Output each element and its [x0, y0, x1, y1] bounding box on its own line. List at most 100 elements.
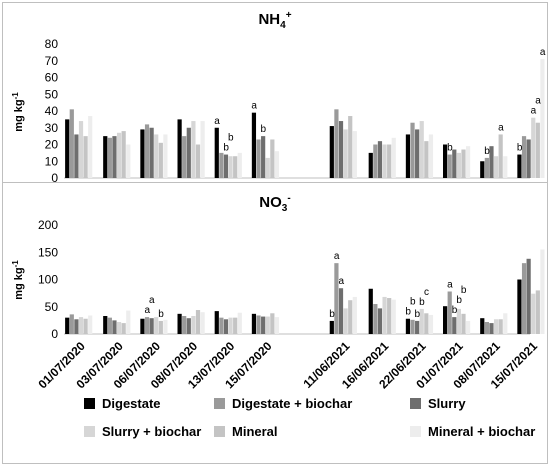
- bar-nh4-11-1: [521, 136, 527, 179]
- bar-nh4-5-1: [256, 139, 261, 178]
- bar-no3-5-3: [265, 316, 270, 334]
- bar-nh4-5-4: [270, 139, 275, 178]
- bar-nh4-6-1: [334, 109, 339, 178]
- annotation-letter-nh4-0: a: [214, 116, 220, 127]
- annotation-letter-nh4-8: b: [517, 143, 523, 154]
- y-tick-label-nh4-0: 0: [51, 171, 58, 185]
- bar-nh4-3-5: [200, 121, 205, 178]
- bar-nh4-9-2: [452, 149, 457, 178]
- bar-nh4-1-0: [103, 136, 108, 179]
- legend-label-0: Digestate: [102, 396, 161, 411]
- bar-nh4-11-5: [540, 59, 545, 178]
- bar-no3-10-4: [498, 319, 503, 334]
- bar-no3-6-5: [352, 296, 357, 334]
- y-tick-label-nh4-4: 40: [45, 104, 59, 118]
- bar-nh4-10-1: [484, 157, 489, 178]
- y-axis-label-no3: mg kg-1: [11, 260, 25, 300]
- bar-nh4-10-3: [493, 156, 499, 178]
- bar-no3-3-1: [182, 316, 187, 334]
- panel-frame-no3: [2, 182, 548, 464]
- y-tick-label-no3-3: 150: [38, 245, 58, 259]
- y-tick-label-no3-4: 200: [38, 218, 58, 232]
- bar-no3-8-3: [419, 308, 424, 334]
- bar-no3-1-2: [112, 320, 117, 335]
- bar-no3-10-0: [480, 318, 485, 334]
- bar-nh4-8-4: [424, 141, 429, 178]
- y-tick-label-no3-0: 0: [51, 327, 58, 341]
- bar-nh4-5-0: [251, 112, 257, 178]
- bar-no3-7-1: [373, 304, 378, 334]
- bar-no3-9-3: [456, 308, 461, 334]
- bar-no3-0-0: [65, 317, 70, 334]
- bar-nh4-10-4: [498, 134, 503, 178]
- bar-no3-2-1: [144, 317, 150, 334]
- annotation-letter-nh4-3: a: [251, 101, 257, 112]
- bar-nh4-7-4: [387, 144, 392, 178]
- bar-no3-6-3: [343, 308, 348, 334]
- bar-nh4-2-1: [144, 124, 150, 178]
- bar-nh4-10-0: [480, 161, 485, 178]
- bar-no3-11-1: [521, 263, 527, 334]
- bar-nh4-1-3: [116, 132, 122, 178]
- annotation-letter-nh4-11: a: [540, 47, 546, 58]
- bar-nh4-11-3: [531, 117, 536, 178]
- annotation-letter-no3-7: b: [410, 297, 416, 308]
- bar-nh4-6-2: [338, 121, 344, 178]
- bar-no3-6-4: [348, 300, 353, 334]
- bar-nh4-5-3: [265, 157, 270, 178]
- annotation-letter-no3-11: a: [447, 279, 453, 290]
- bar-no3-6-2: [338, 288, 344, 334]
- bar-nh4-9-3: [456, 152, 461, 179]
- annotation-letter-nh4-4: b: [261, 124, 267, 135]
- bar-nh4-9-4: [461, 149, 466, 178]
- bar-nh4-7-3: [382, 144, 387, 178]
- legend-swatch-0: [84, 398, 95, 409]
- annotation-letter-nh4-7: a: [498, 122, 504, 133]
- bar-no3-2-0: [140, 318, 145, 334]
- annotation-letter-no3-8: b: [415, 309, 421, 320]
- bar-no3-0-2: [74, 319, 79, 334]
- bar-nh4-6-3: [343, 129, 348, 178]
- legend-label-1: Digestate + biochar: [232, 396, 352, 411]
- bar-no3-1-3: [116, 322, 122, 334]
- bar-no3-11-5: [540, 249, 545, 334]
- bar-no3-11-4: [535, 290, 540, 334]
- bar-no3-3-3: [191, 316, 196, 334]
- bar-no3-10-2: [489, 323, 494, 334]
- bar-nh4-8-5: [428, 134, 434, 178]
- bar-nh4-11-2: [526, 139, 531, 178]
- legend-label-2: Slurry: [428, 396, 466, 411]
- legend-swatch-3: [84, 426, 95, 437]
- bar-nh4-11-0: [517, 154, 522, 178]
- y-tick-label-nh4-1: 10: [45, 154, 59, 168]
- bar-no3-2-3: [154, 317, 159, 334]
- bar-nh4-4-5: [237, 152, 242, 179]
- bar-no3-8-1: [410, 319, 415, 334]
- bar-nh4-9-1: [447, 154, 452, 178]
- panel-title-nh4: NH4+: [258, 10, 291, 31]
- bar-no3-2-4: [158, 320, 163, 334]
- bar-nh4-1-2: [112, 136, 117, 179]
- bar-nh4-3-1: [182, 136, 187, 179]
- bar-no3-2-2: [149, 318, 154, 334]
- bar-no3-4-4: [233, 317, 238, 334]
- bar-no3-7-3: [382, 296, 387, 334]
- bar-nh4-6-4: [348, 116, 353, 178]
- bar-no3-0-1: [69, 314, 74, 334]
- bar-no3-5-5: [274, 317, 280, 334]
- annotation-letter-no3-6: b: [405, 307, 411, 318]
- annotation-letter-no3-5: a: [338, 276, 344, 287]
- bar-no3-3-2: [186, 318, 191, 334]
- bar-nh4-8-0: [405, 134, 411, 178]
- bar-no3-6-1: [334, 263, 339, 334]
- bar-nh4-1-4: [121, 131, 126, 178]
- annotation-letter-no3-0: a: [144, 305, 150, 316]
- legend-label-3: Slurry + biochar: [102, 424, 201, 439]
- bar-no3-4-0: [214, 311, 219, 334]
- annotation-letter-no3-10: c: [424, 287, 429, 298]
- bar-no3-7-5: [391, 299, 396, 334]
- legend-swatch-2: [410, 398, 421, 409]
- bar-no3-7-0: [368, 288, 373, 334]
